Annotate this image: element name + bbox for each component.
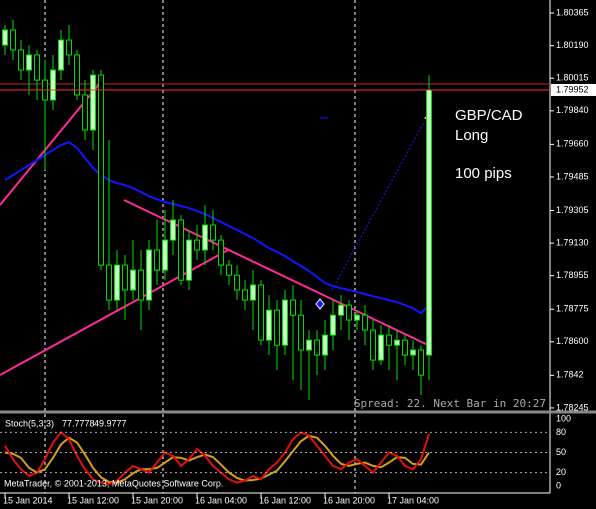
candle-body <box>58 39 64 71</box>
candle-body <box>370 329 376 361</box>
candle-body <box>410 349 416 356</box>
candle-body <box>234 274 240 291</box>
y-tick-label: 1.80015 <box>556 73 589 83</box>
stoch-line <box>4 434 430 484</box>
candle-body <box>34 54 40 81</box>
candle-body <box>130 269 136 291</box>
y-tick-label: 1.79130 <box>556 237 589 247</box>
status-text: Spread: 22. Next Bar in 20:27 <box>354 397 546 410</box>
candle-body <box>362 314 368 331</box>
candle-body <box>266 309 272 341</box>
y-tick-label: 1.79660 <box>556 139 589 149</box>
y-tick-label: 1.78600 <box>556 336 589 346</box>
candle-body <box>178 219 184 281</box>
candle-body <box>186 239 192 281</box>
candle-body <box>402 339 408 356</box>
candle-body <box>258 284 264 341</box>
candle-body <box>114 264 120 301</box>
y-tick-label: 0 <box>556 480 561 490</box>
y-tick-label: 1.7842 <box>556 370 584 380</box>
candle-body <box>218 239 224 266</box>
candle-body <box>314 339 320 356</box>
y-tick-label: 1.78775 <box>556 304 589 314</box>
y-tick-label: 80 <box>556 427 566 437</box>
candle-body <box>306 339 312 351</box>
x-tick-label: 15 Jan 2014 <box>3 495 53 505</box>
y-tick-label: 20 <box>556 467 566 477</box>
copyright: MetaTrader, © 2001-2013, MetaQuotes Soft… <box>4 478 223 488</box>
candle-body <box>418 349 424 376</box>
candle-body <box>242 289 248 301</box>
candle-body <box>18 49 24 71</box>
candle-body <box>106 264 112 301</box>
stoch-line <box>4 430 430 486</box>
candle-body <box>426 89 432 356</box>
candle-body <box>250 284 256 301</box>
candle-body <box>122 264 128 291</box>
annotation: GBP/CAD <box>455 107 523 124</box>
current-price-label: 1.79952 <box>556 84 589 94</box>
candle-body <box>202 224 208 251</box>
candle-body <box>322 334 328 356</box>
candle-body <box>162 239 168 271</box>
y-tick-label: 100 <box>556 413 571 423</box>
candle-body <box>26 54 32 71</box>
candle-body <box>170 219 176 241</box>
x-tick-label: 16 Jan 04:00 <box>195 495 247 505</box>
candle-body <box>210 224 216 241</box>
candle-body <box>74 54 80 96</box>
y-tick-label: 1.80365 <box>556 7 589 17</box>
current-price-box <box>551 83 596 96</box>
candle-body <box>138 269 144 301</box>
moving-average <box>4 141 430 315</box>
candle-body <box>50 69 56 101</box>
candle-body <box>10 29 16 51</box>
annotation: 100 pips <box>455 165 512 182</box>
marks <box>2 19 432 486</box>
y-tick-label: 1.78245 <box>556 402 589 412</box>
y-tick-label: 1.79485 <box>556 171 589 181</box>
candle-body <box>98 74 104 266</box>
candle-body <box>274 309 280 346</box>
indicator-value: 49.9777 <box>94 418 127 428</box>
candle-body <box>354 314 360 321</box>
annotation: Long <box>455 127 488 144</box>
candle-body <box>338 304 344 316</box>
x-tick-label: 15 Jan 12:00 <box>67 495 119 505</box>
candle-body <box>346 304 352 321</box>
candle-body <box>66 39 72 56</box>
trade-arrow <box>315 298 325 310</box>
x-tick-label: 16 Jan 20:00 <box>323 495 375 505</box>
x-tick-label: 16 Jan 12:00 <box>259 495 311 505</box>
candle-body <box>394 339 400 346</box>
indicator-title: Stoch(5,3,3) <box>5 418 54 428</box>
x-tick-label: 15 Jan 20:00 <box>131 495 183 505</box>
y-tick-label: 50 <box>556 447 566 457</box>
x-tick-label: 17 Jan 04:00 <box>387 495 439 505</box>
candle-body <box>90 74 96 131</box>
y-tick-label: 1.78955 <box>556 270 589 280</box>
candle-body <box>146 249 152 301</box>
y-tick-label: 1.79840 <box>556 105 589 115</box>
candle-body <box>282 299 288 346</box>
y-tick-label: 1.80190 <box>556 40 589 50</box>
candle-body <box>298 314 304 351</box>
candle-body <box>386 334 392 346</box>
candle-body <box>154 249 160 271</box>
indicator-value: 77.7778 <box>62 418 95 428</box>
y-tick-label: 1.79305 <box>556 205 589 215</box>
candle-body <box>82 94 88 131</box>
candle-body <box>226 264 232 276</box>
candle-body <box>330 314 336 336</box>
candle-body <box>2 29 8 46</box>
candle-body <box>378 334 384 361</box>
candle-body <box>290 299 296 316</box>
candle-body <box>194 239 200 251</box>
